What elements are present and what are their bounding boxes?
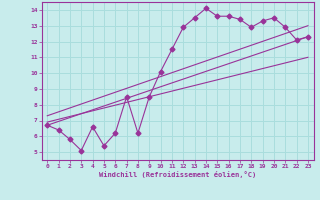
X-axis label: Windchill (Refroidissement éolien,°C): Windchill (Refroidissement éolien,°C)	[99, 171, 256, 178]
